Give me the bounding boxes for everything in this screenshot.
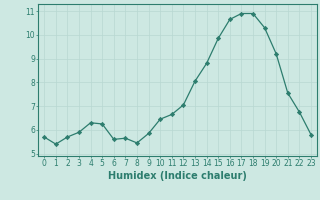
X-axis label: Humidex (Indice chaleur): Humidex (Indice chaleur) bbox=[108, 171, 247, 181]
